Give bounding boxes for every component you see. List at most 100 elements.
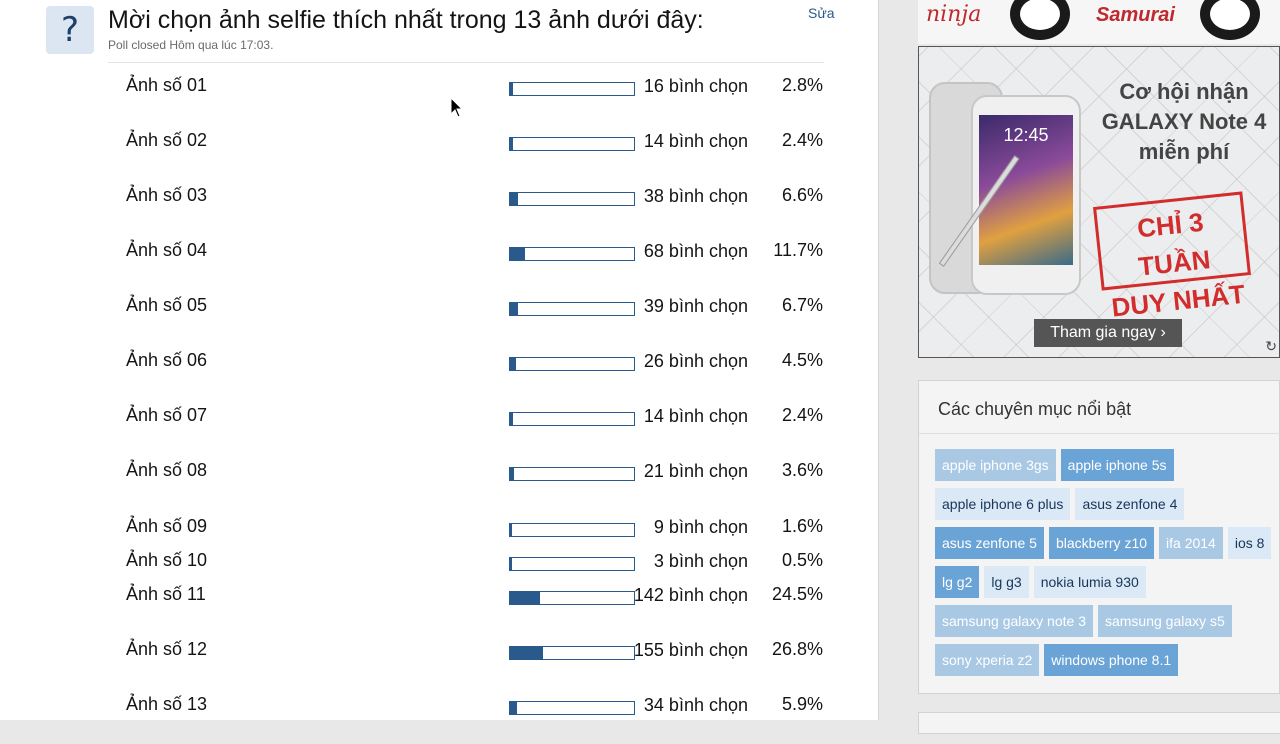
vote-count: 142 bình chọn [633,585,748,605]
vote-count: 9 bình chọn [653,517,748,537]
option-label: Ảnh số 12 [126,639,208,659]
topic-tag[interactable]: blackberry z10 [1048,527,1155,559]
option-label: Ảnh số 07 [126,405,208,425]
vote-count: 68 bình chọn [643,241,748,261]
vote-bar-fill [510,83,514,95]
brand-samurai-logo: Samurai [1096,4,1175,26]
option-label: Ảnh số 13 [126,694,208,714]
phone-clock: 12:45 [1003,125,1049,145]
tire-image [1010,0,1070,40]
poll-status: Poll closed Hôm qua lúc 17:03. [108,38,274,52]
vote-bar [509,357,635,371]
vote-bar [509,412,635,426]
vote-count: 26 bình chọn [643,351,748,371]
poll-result-row: Ảnh số 04 68 bình chọn 11.7% [0,240,878,290]
vote-percent: 5.9% [781,694,823,714]
vote-percent: 0.5% [781,550,823,570]
topic-tag[interactable]: samsung galaxy note 3 [935,605,1093,637]
ad-headline-line: Cơ hội nhận [1119,79,1249,104]
topics-title: Các chuyên mục nổi bật [938,399,1132,419]
vote-bar-fill [510,558,512,570]
vote-bar-fill [510,193,519,205]
topic-tag[interactable]: lg g3 [984,566,1029,598]
vote-percent: 26.8% [771,639,823,659]
poll-result-row: Ảnh số 07 14 bình chọn 2.4% [0,405,878,455]
option-label: Ảnh số 08 [126,460,208,480]
topic-tag[interactable]: sony xperia z2 [935,644,1040,676]
vote-percent: 2.8% [781,75,823,95]
vote-count: 14 bình chọn [643,406,748,426]
poll-result-row: Ảnh số 01 16 bình chọn 2.8% [0,75,878,125]
vote-bar [509,82,635,96]
topic-tag[interactable]: ifa 2014 [1159,527,1223,559]
ad-refresh-icon[interactable]: ↻ [1265,338,1277,354]
vote-count: 39 bình chọn [643,296,748,316]
edit-link[interactable]: Sửa [808,5,835,21]
vote-percent: 4.5% [781,350,823,370]
vote-bar-fill [510,248,525,260]
poll-result-row: Ảnh số 06 26 bình chọn 4.5% [0,350,878,400]
topic-tag[interactable]: apple iphone 6 plus [935,488,1071,520]
option-label: Ảnh số 02 [126,130,208,150]
poll-result-row: Ảnh số 05 39 bình chọn 6.7% [0,295,878,345]
next-sidebar-card [918,712,1280,734]
option-label: Ảnh số 04 [126,240,208,260]
tire-image [1200,0,1260,40]
vote-count: 16 bình chọn [643,76,748,96]
vote-percent: 11.7% [773,240,823,260]
topic-tag[interactable]: apple iphone 3gs [935,449,1056,481]
option-label: Ảnh số 01 [126,75,208,95]
vote-bar [509,467,635,481]
vote-bar [509,701,635,715]
option-label: Ảnh số 10 [126,550,208,570]
topic-tags: apple iphone 3gs apple iphone 5s apple iph… [935,449,1280,676]
ad-headline-line: GALAXY Note 4 [1101,109,1267,134]
topic-tag[interactable]: apple iphone 5s [1060,449,1174,481]
ad-headline: Cơ hội nhận GALAXY Note 4 miễn phí [1089,77,1279,167]
galaxy-note-ad[interactable]: 12:45 Cơ hội nhận GALAXY Note 4 miễn phí… [918,46,1280,358]
option-label: Ảnh số 09 [126,516,208,536]
topic-tag[interactable]: samsung galaxy s5 [1097,605,1232,637]
vote-bar [509,557,635,571]
vote-bar [509,646,635,660]
brand-ninja-logo: ninja [926,2,982,27]
poll-panel: ? Mời chọn ảnh selfie thích nhất trong 1… [0,0,879,720]
vote-count: 34 bình chọn [643,695,748,715]
option-label: Ảnh số 05 [126,295,208,315]
question-icon: ? [46,6,94,54]
poll-title: Mời chọn ảnh selfie thích nhất trong 13 … [108,6,704,34]
vote-bar [509,591,635,605]
poll-result-row: Ảnh số 10 3 bình chọn 0.5% [0,550,878,600]
topic-tag[interactable]: nokia lumia 930 [1033,566,1146,598]
poll-result-row: Ảnh số 12 155 bình chọn 26.8% [0,639,878,689]
option-label: Ảnh số 11 [126,584,206,604]
mouse-cursor-icon [450,97,464,118]
title-divider [108,62,824,63]
topic-tag[interactable]: windows phone 8.1 [1044,644,1179,676]
vote-bar [509,523,635,537]
vote-count: 38 bình chọn [643,186,748,206]
vote-bar-fill [510,592,541,604]
vote-bar-fill [510,468,515,480]
vote-bar [509,302,635,316]
tire-banner-ad[interactable]: ninja Samurai [918,0,1280,44]
vote-count: 14 bình chọn [643,131,748,151]
vote-bar [509,192,635,206]
vote-bar [509,137,635,151]
topic-tag[interactable]: asus zenfone 4 [1075,488,1185,520]
vote-bar-fill [510,413,513,425]
poll-result-row: Ảnh số 11 142 bình chọn 24.5% [0,584,878,634]
poll-result-row: Ảnh số 13 34 bình chọn 5.9% [0,694,878,744]
topic-tag[interactable]: ios 8 [1227,527,1272,559]
topic-tag[interactable]: asus zenfone 5 [935,527,1044,559]
ad-headline-line: miễn phí [1138,139,1230,164]
vote-percent: 1.6% [781,516,823,536]
vote-percent: 2.4% [781,130,823,150]
poll-result-row: Ảnh số 08 21 bình chọn 3.6% [0,460,878,510]
vote-percent: 6.6% [781,185,823,205]
vote-percent: 24.5% [771,584,823,604]
featured-topics-panel: Các chuyên mục nổi bật apple iphone 3gs a… [918,380,1280,694]
offer-stamp: CHỈ 3 TUẦN DUY NHẤT [1093,191,1251,323]
join-now-button[interactable]: Tham gia ngay › [1034,319,1182,347]
topic-tag[interactable]: lg g2 [935,566,980,598]
